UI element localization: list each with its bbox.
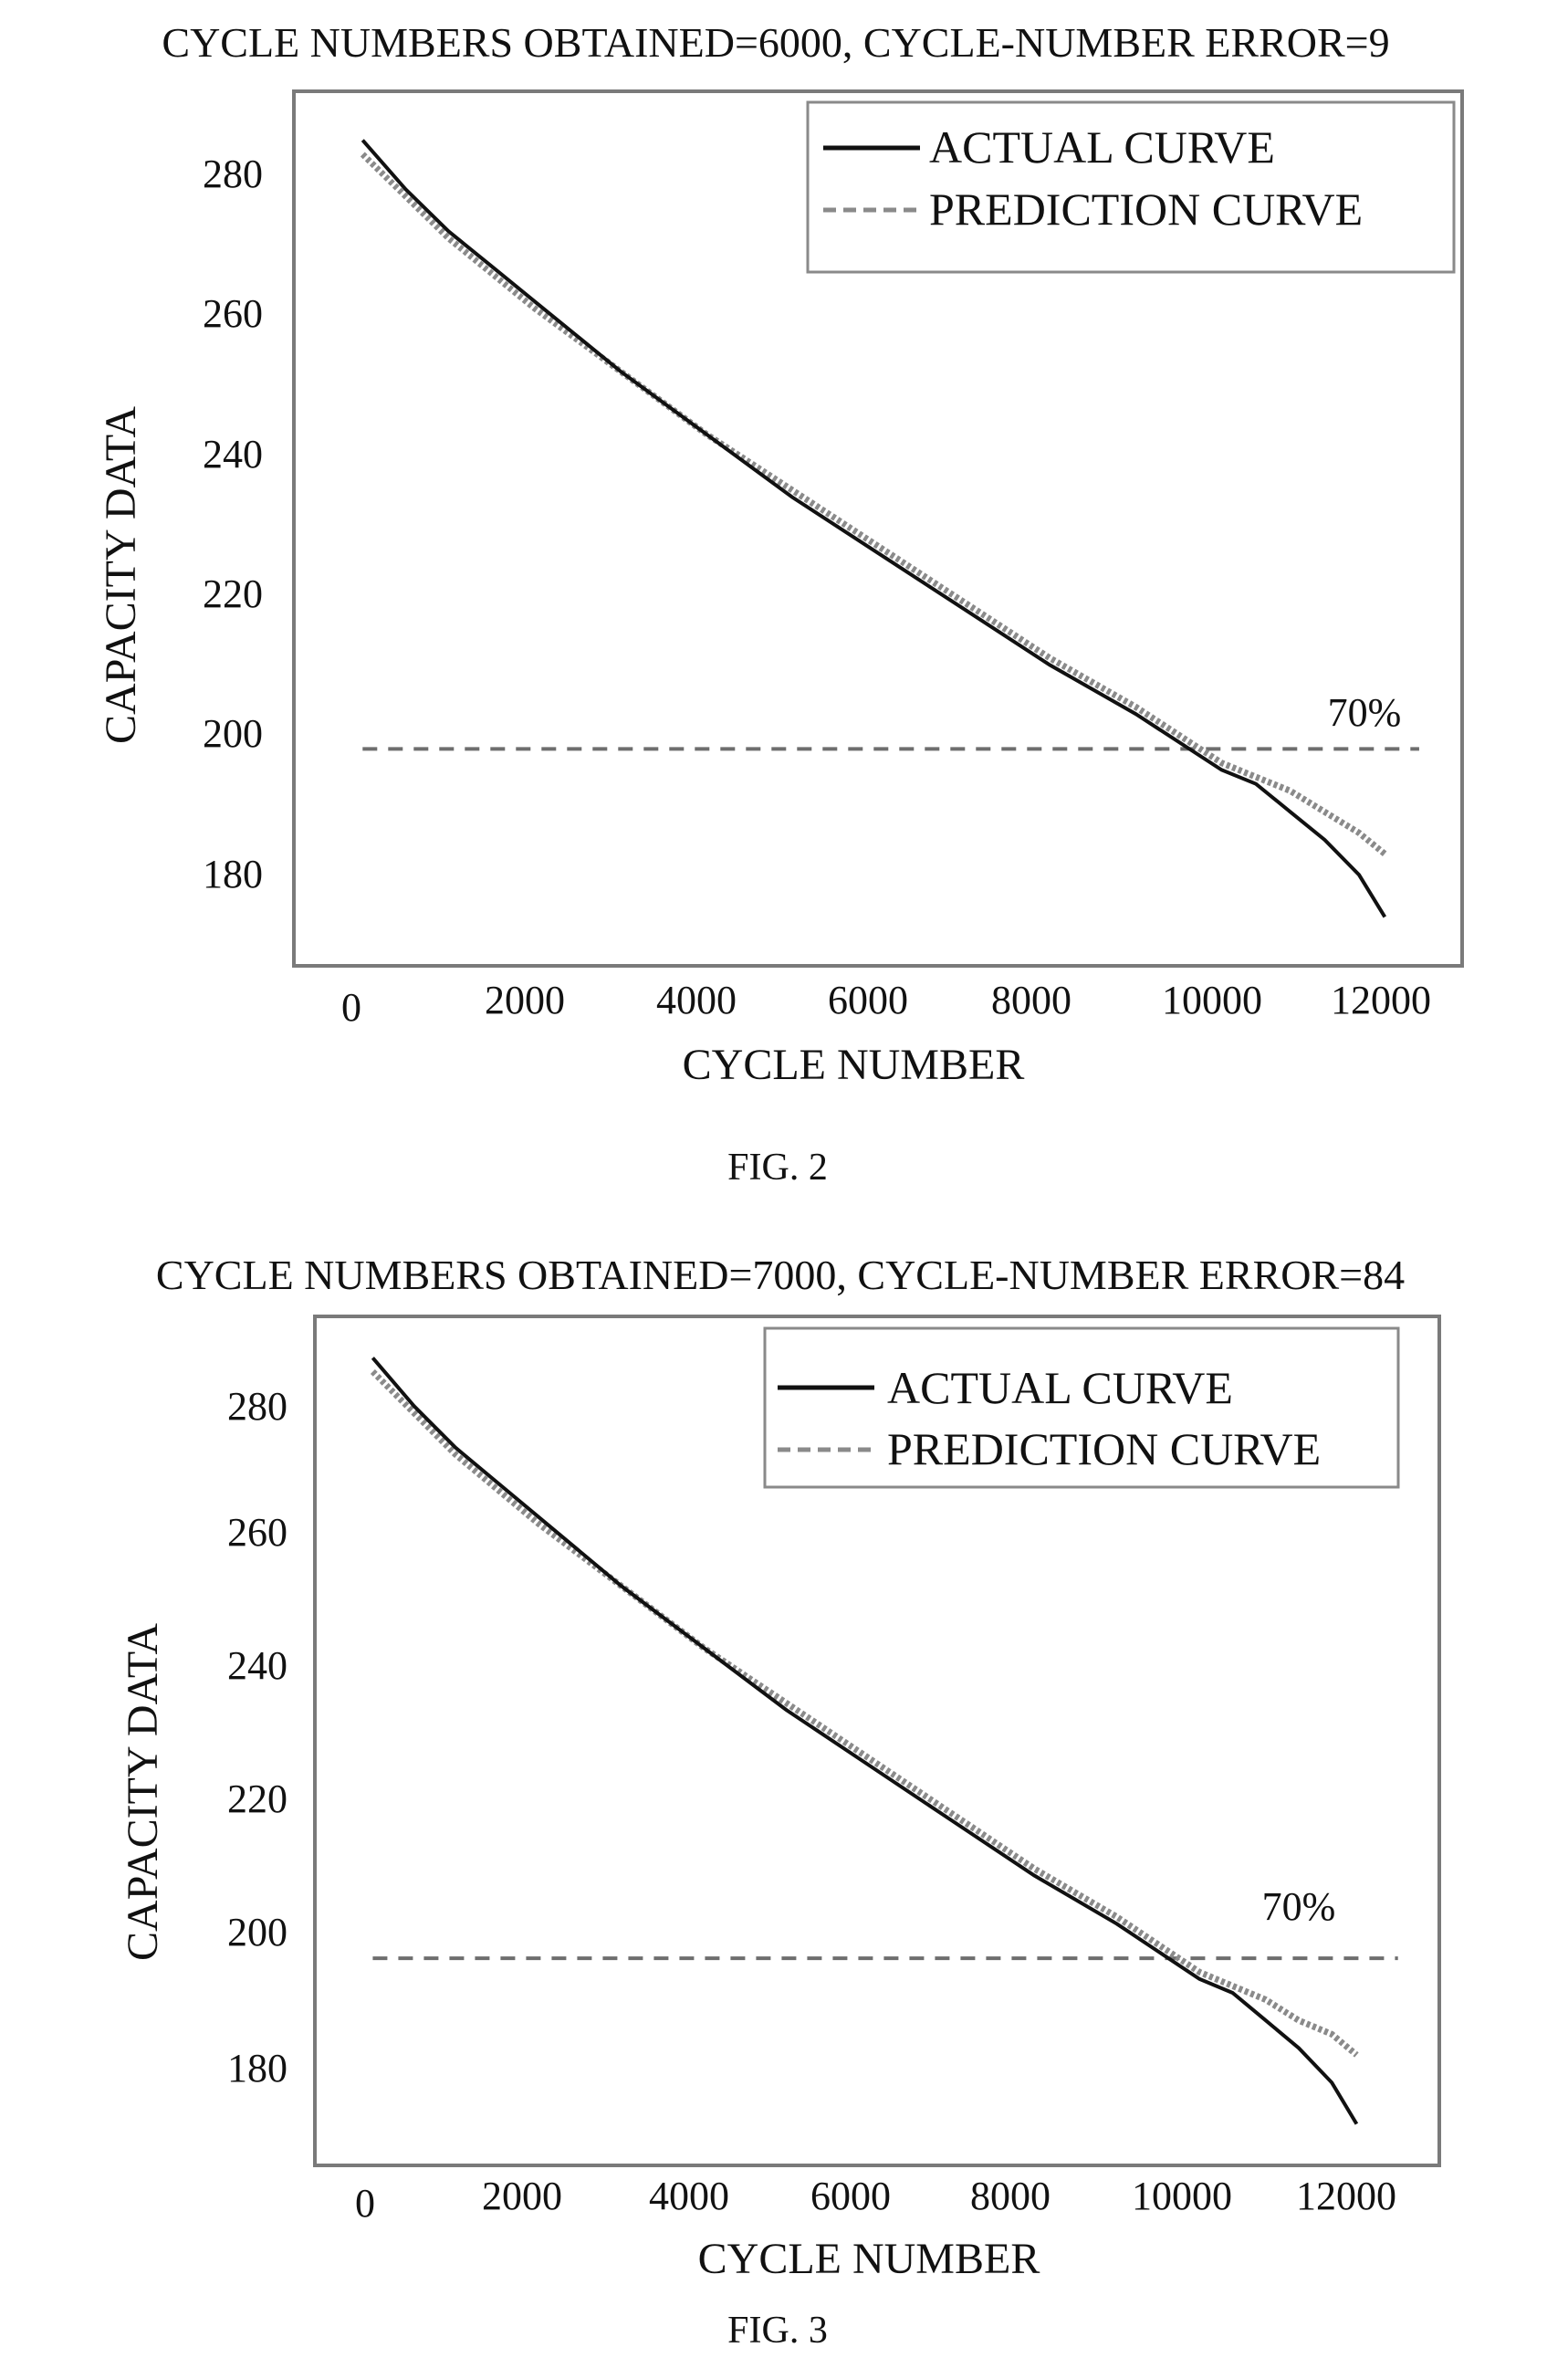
series-line-prediction	[360, 152, 1387, 857]
figure-caption: FIG. 2	[727, 1147, 828, 1189]
x-tick-label-12000: 12000	[1296, 2174, 1396, 2218]
threshold-label: 70%	[1328, 690, 1402, 735]
x-tick-label-2000: 2000	[485, 978, 565, 1022]
x-tick-label-6000: 6000	[828, 978, 908, 1022]
legend: ACTUAL CURVE PREDICTION CURVE	[763, 1326, 1400, 1489]
x-tick-label-0: 0	[341, 985, 361, 1030]
y-tick-label-260: 260	[203, 291, 263, 336]
plot-frame	[313, 1315, 1441, 2167]
y-tick-label-240: 240	[227, 1643, 287, 1688]
series-line-prediction	[370, 1369, 1359, 2058]
x-tick-label-10000: 10000	[1162, 978, 1262, 1022]
legend-box	[763, 1326, 1400, 1489]
y-ticks: 180 200 220 240 260 280	[203, 152, 263, 896]
y-tick-label-240: 240	[203, 432, 263, 477]
legend-label-prediction: PREDICTION CURVE	[929, 183, 1363, 235]
legend: ACTUAL CURVE PREDICTION CURVE	[806, 100, 1456, 274]
x-tick-label-6000: 6000	[810, 2174, 891, 2218]
x-axis-label: CYCLE NUMBER	[683, 1041, 1025, 1089]
threshold-label: 70%	[1262, 1884, 1336, 1929]
y-axis-label: CAPACITY DATA	[97, 406, 145, 744]
x-tick-label-8000: 8000	[970, 2174, 1051, 2218]
x-ticks: 0 2000 4000 6000 8000 10000 12000	[355, 2174, 1396, 2226]
chart-title: CYCLE NUMBERS OBTAINED=7000, CYCLE-NUMBE…	[156, 1252, 1405, 1298]
x-tick-label-8000: 8000	[991, 978, 1071, 1022]
figure-caption: FIG. 3	[727, 2310, 828, 2352]
y-ticks: 180 200 220 240 260 280	[227, 1384, 287, 2091]
x-ticks: 0 2000 4000 6000 8000 10000 12000	[341, 978, 1431, 1030]
y-tick-label-280: 280	[203, 152, 263, 196]
legend-label-prediction: PREDICTION CURVE	[887, 1423, 1321, 1474]
figure-2: CYCLE NUMBERS OBTAINED=6000, CYCLE-NUMBE…	[97, 19, 1464, 1189]
legend-box	[806, 100, 1456, 274]
x-tick-label-4000: 4000	[656, 978, 737, 1022]
y-tick-label-200: 200	[203, 711, 263, 756]
x-axis-label: CYCLE NUMBER	[698, 2235, 1040, 2283]
x-tick-label-12000: 12000	[1331, 978, 1431, 1022]
legend-label-actual: ACTUAL CURVE	[887, 1362, 1233, 1413]
series-line-actual	[371, 1357, 1359, 2125]
x-tick-label-0: 0	[355, 2181, 375, 2226]
legend-label-actual: ACTUAL CURVE	[929, 121, 1275, 173]
x-tick-label-2000: 2000	[482, 2174, 562, 2218]
chart-title: CYCLE NUMBERS OBTAINED=6000, CYCLE-NUMBE…	[162, 19, 1389, 66]
plot-frame	[292, 89, 1464, 968]
series-line-actual	[361, 139, 1387, 918]
y-tick-label-180: 180	[203, 852, 263, 896]
y-tick-label-280: 280	[227, 1384, 287, 1429]
figure-3: CYCLE NUMBERS OBTAINED=7000, CYCLE-NUMBE…	[119, 1252, 1441, 2352]
y-tick-label-220: 220	[203, 571, 263, 616]
y-tick-label-180: 180	[227, 2046, 287, 2091]
y-tick-label-260: 260	[227, 1510, 287, 1555]
y-tick-label-220: 220	[227, 1776, 287, 1821]
y-tick-label-200: 200	[227, 1910, 287, 1955]
x-tick-label-4000: 4000	[649, 2174, 729, 2218]
x-tick-label-10000: 10000	[1132, 2174, 1232, 2218]
y-axis-label: CAPACITY DATA	[119, 1623, 167, 1961]
